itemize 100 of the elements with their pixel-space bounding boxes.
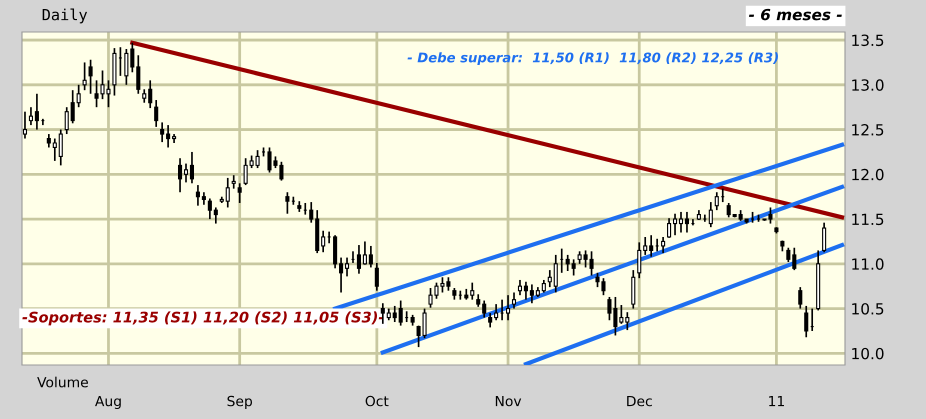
candlestick [100, 70, 105, 100]
candlestick [434, 282, 439, 300]
candlestick [786, 246, 790, 263]
x-tick-label: Oct [366, 396, 389, 406]
candlestick [46, 133, 51, 148]
y-tick-label: 12.5 [852, 124, 884, 136]
candlestick [566, 254, 570, 272]
y-tick-label: 10.5 [852, 303, 884, 315]
candlestick [202, 191, 206, 206]
candlestick [214, 206, 218, 224]
candlestick [196, 184, 200, 206]
chart-title: - 6 meses - [748, 8, 842, 20]
candlestick [94, 80, 99, 108]
candlestick [440, 276, 444, 294]
candlestick [613, 296, 618, 336]
candlestick [362, 240, 367, 266]
chart-subtitle: Daily [42, 8, 88, 24]
y-tick-label: 10.0 [852, 348, 884, 360]
candlestick [589, 250, 594, 276]
candlestick [256, 149, 260, 169]
candlestick [124, 48, 128, 86]
candlestick [273, 156, 278, 169]
candlestick [82, 62, 87, 92]
candlestick [344, 256, 350, 278]
candlestick [410, 314, 415, 326]
candlestick [572, 258, 576, 276]
candlestick [506, 294, 510, 322]
candlestick [780, 240, 784, 252]
candlestick [339, 256, 344, 294]
candlestick [542, 279, 546, 294]
candlestick [684, 211, 690, 234]
candlestick [488, 312, 492, 328]
candlestick [738, 209, 743, 222]
candlestick [297, 200, 302, 213]
candlestick [798, 286, 802, 310]
candlestick [154, 99, 158, 128]
candlestick [232, 174, 236, 190]
y-tick-label: 11.0 [852, 258, 884, 270]
candlestick [494, 303, 498, 322]
candlestick [518, 279, 522, 296]
candlestick [279, 160, 284, 182]
x-tick-label: 11 [769, 396, 784, 406]
candlestick [512, 292, 516, 310]
y-tick-label: 12.0 [852, 168, 884, 180]
candlestick [416, 324, 421, 348]
x-tick-label: Dec [627, 396, 652, 406]
candlestick [446, 276, 450, 292]
candlestick [76, 84, 81, 108]
candlestick [160, 122, 164, 143]
candlestick [106, 80, 111, 108]
text: Volume [37, 376, 88, 388]
candlestick [208, 198, 212, 220]
annotation: - Debe superar: 11,50 (R1) 11,80 (R2) 12,25 (R3) [408, 52, 778, 66]
candlestick [536, 286, 540, 298]
candlestick [428, 287, 433, 309]
candlestick [584, 250, 588, 268]
y-tick-label: 13.5 [852, 34, 884, 46]
candlestick [578, 250, 582, 265]
candlestick [452, 287, 456, 300]
candlestick [714, 191, 719, 211]
candlestick [804, 305, 808, 338]
candlestick [244, 157, 248, 186]
candlestick [22, 110, 28, 140]
candlestick [708, 201, 713, 228]
candlestick [356, 244, 361, 275]
candlestick [792, 246, 796, 271]
candlestick [166, 124, 170, 148]
candlestick [619, 304, 624, 325]
candlestick [88, 58, 93, 95]
candlestick [530, 284, 534, 304]
candlestick [422, 308, 427, 339]
candlestick [822, 222, 826, 254]
candlestick [696, 209, 701, 221]
candlestick [34, 92, 39, 130]
candlestick [768, 206, 772, 224]
candlestick [601, 277, 606, 296]
candlestick [238, 182, 242, 204]
candlestick [184, 162, 188, 184]
candlestick [661, 236, 666, 254]
y-tick-label: 11.5 [852, 214, 884, 226]
candlestick [368, 245, 373, 268]
candlestick [595, 272, 600, 288]
candlestick [190, 151, 194, 184]
x-tick-label: Nov [496, 396, 522, 406]
x-tick-label: Aug [95, 396, 121, 409]
candlestick [672, 212, 678, 236]
candlestick [607, 296, 612, 322]
candlestick [667, 217, 672, 239]
annotation: -Soportes: 11,35 (S1) 11,20 (S2) 11,05 (S3)- [22, 311, 384, 326]
candlestick [250, 154, 254, 169]
candlestick [374, 262, 379, 292]
candlestick [625, 311, 630, 331]
candlestick [178, 157, 182, 194]
candlestick [524, 280, 528, 300]
y-tick-label: 13.0 [852, 79, 884, 91]
x-tick-label: Sep [228, 396, 252, 409]
candlestick [678, 211, 684, 234]
candlestick [28, 106, 33, 126]
candlestick [285, 191, 290, 215]
candlestick [267, 146, 272, 174]
